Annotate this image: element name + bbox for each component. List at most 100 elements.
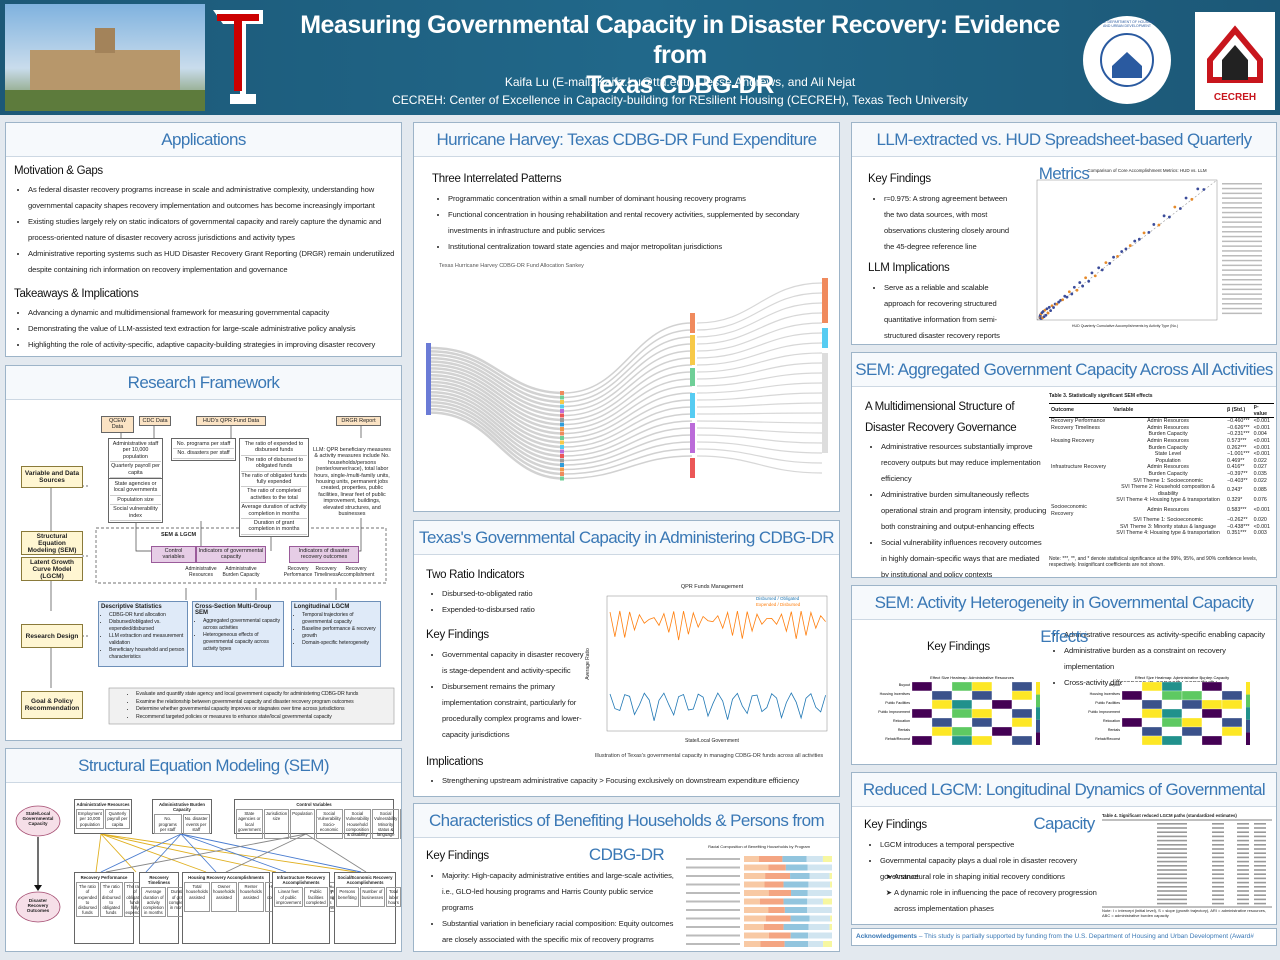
- point: [1052, 306, 1055, 309]
- table-note: Note: ***, **, and * denote statistical …: [1049, 556, 1258, 568]
- heat-cell: [1121, 735, 1143, 746]
- sem-sub: Recovery Accomplishment: [337, 566, 375, 578]
- metric-box: State agencies or local governments Popul…: [108, 478, 163, 524]
- row-stub: [1157, 865, 1187, 867]
- row-stub: [1212, 839, 1224, 842]
- goals: Evaluate and quantify state agency and l…: [124, 691, 389, 721]
- bullet: As federal disaster recovery programs in…: [28, 182, 396, 214]
- box-item: Number of businesses: [359, 887, 386, 908]
- bar-segment: [822, 856, 832, 862]
- bullet: Advancing a dynamic and multidimensional…: [28, 305, 396, 321]
- row-stub: [1157, 839, 1187, 842]
- legend-stub: [1222, 298, 1262, 300]
- sankey-flow: [696, 412, 823, 415]
- bullet: Disbursed/obligated vs. expended/disburs…: [109, 619, 185, 633]
- cell: Population: [1155, 457, 1181, 464]
- heat-cell: [1011, 735, 1033, 746]
- chart-title: QPR Funds Management: [680, 584, 744, 590]
- box-item: No. programs per staff: [154, 814, 182, 835]
- point: [1093, 274, 1097, 278]
- row-stub: [1157, 835, 1187, 838]
- row-stub: [1237, 823, 1249, 825]
- bar-segment: [791, 890, 808, 896]
- heat-cell: [971, 735, 993, 746]
- sankey-node: [822, 353, 828, 453]
- method-items: Temporal trajectories of governmental ca…: [294, 612, 378, 647]
- row-stub: [1157, 823, 1187, 825]
- panel-title: Structural Equation Modeling (SEM): [6, 749, 401, 783]
- legend-stub: [1222, 207, 1262, 209]
- row-stub: [1254, 877, 1266, 880]
- heat-cell: [1011, 681, 1033, 692]
- cell: Housing Recovery: [1051, 437, 1095, 444]
- heat-cell: [971, 690, 993, 701]
- point: [1162, 214, 1166, 218]
- table-note: Note: I = intercept (initial level), S =…: [1102, 908, 1266, 918]
- legend-stub: [1222, 202, 1262, 204]
- bar-segment: [744, 915, 766, 922]
- heat-cell: [991, 708, 1013, 719]
- row-label: Rentals: [898, 728, 910, 732]
- bar-segment: [807, 907, 832, 913]
- point: [1084, 276, 1088, 280]
- cell: 0.351***: [1227, 530, 1247, 537]
- colorbar: [1246, 719, 1250, 733]
- row-stub: [1254, 852, 1266, 854]
- cell: Admin Resources: [1147, 424, 1189, 431]
- bullet: Substantial variation in beneficiary rac…: [442, 916, 680, 951]
- row-stub: [1157, 881, 1187, 884]
- heat-cell: [1121, 690, 1143, 701]
- sankey-node: [690, 393, 695, 418]
- row-label: Public Improvement: [1088, 710, 1120, 714]
- point: [1100, 268, 1104, 272]
- row-stub: [1254, 865, 1266, 867]
- label-stub: [686, 926, 740, 928]
- heat-cell: [1221, 726, 1243, 737]
- heat-cell: [931, 735, 953, 746]
- sankey-node: [560, 440, 564, 445]
- bar-segment: [783, 898, 808, 905]
- outcome-box: Housing Recovery Accomplishments Total ho…: [182, 872, 339, 944]
- bullets: As federal disaster recovery programs in…: [16, 182, 396, 278]
- metric-box: Administrative staff per 10,000 populati…: [108, 438, 163, 481]
- heading: Key Findings: [927, 641, 990, 653]
- row-stub: [1254, 835, 1266, 838]
- bar-segment: [744, 924, 764, 930]
- cell: [1049, 530, 1111, 537]
- cell: 0.027: [1253, 464, 1267, 471]
- heat-cell: [1161, 690, 1183, 701]
- point: [1049, 309, 1053, 312]
- cell: Infrastructure Recovery: [1051, 464, 1107, 471]
- cell: 0.583***: [1227, 507, 1247, 514]
- sankey-node: [690, 458, 695, 478]
- row-label: Relocation: [893, 719, 910, 723]
- cell: Burden Capacity: [1148, 431, 1188, 438]
- point: [1133, 239, 1137, 243]
- sem-sub: Administrative Resources: [185, 566, 217, 578]
- connector: [185, 588, 337, 600]
- cecreh-logo-inner: [1222, 45, 1248, 80]
- colorbar: [1246, 694, 1250, 708]
- row-stub: [1254, 890, 1266, 892]
- sankey-flow: [563, 455, 693, 480]
- box-item: Social Vulnerability Minority status & l…: [372, 809, 400, 840]
- harvey-panel: Hurricane Harvey: Texas CDBG-DR Fund Exp…: [413, 122, 840, 512]
- point: [1081, 284, 1085, 288]
- cell: Admin Resources: [1147, 437, 1189, 444]
- outcome-box: Recovery Performance The ratio of expende…: [74, 872, 172, 944]
- bar-segment: [768, 864, 786, 871]
- label-stub: [686, 892, 740, 894]
- cecreh-logo: [1207, 25, 1263, 83]
- heat-cell: [951, 699, 973, 710]
- box-row: No. programs per staff No. disaster event…: [154, 813, 210, 835]
- sankey-node: [690, 423, 695, 453]
- legend-stub: [1222, 197, 1262, 199]
- cell: 0.022: [1253, 477, 1267, 484]
- heat-cell: [991, 717, 1013, 728]
- goal: Determine whether governmental capacity …: [136, 706, 389, 714]
- control-box: Control Variables State agencies or local…: [234, 799, 401, 840]
- box-item: No. programs per staff: [173, 440, 234, 450]
- column-header: Variable: [1113, 407, 1134, 414]
- row-stub: [1212, 844, 1224, 846]
- point: [1112, 255, 1115, 259]
